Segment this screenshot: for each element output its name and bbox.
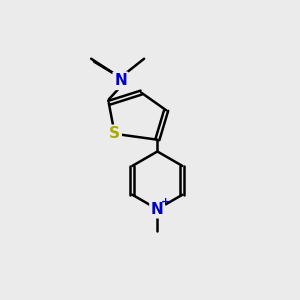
Text: S: S	[109, 126, 120, 141]
Text: +: +	[161, 197, 170, 207]
Text: N: N	[151, 202, 164, 217]
Text: N: N	[114, 73, 127, 88]
